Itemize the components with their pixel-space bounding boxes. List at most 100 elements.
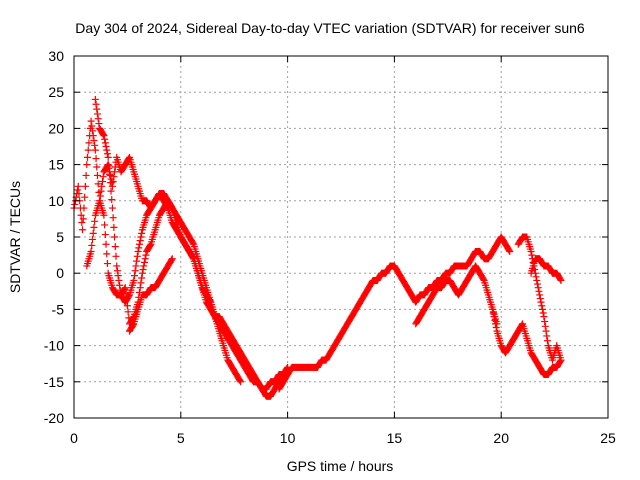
data-point-interp xyxy=(111,243,119,251)
data-point-interp xyxy=(96,192,104,200)
data-point-interp xyxy=(103,146,111,154)
data-point-interp xyxy=(79,215,87,223)
data-point-interp xyxy=(88,241,96,249)
data-point-interp xyxy=(89,132,97,140)
data-point-interp xyxy=(528,251,536,259)
data-point-interp xyxy=(113,267,121,275)
data-point-interp xyxy=(94,115,102,123)
data-point-interp xyxy=(491,316,499,324)
data-point xyxy=(557,276,565,284)
data-point-interp xyxy=(533,276,541,284)
data-point-interp xyxy=(78,219,86,227)
data-point xyxy=(168,255,176,263)
data-point-interp xyxy=(89,229,97,237)
data-point-interp xyxy=(101,135,109,143)
data-point-interp xyxy=(136,284,144,292)
data-point xyxy=(506,247,514,255)
data-point-interp xyxy=(111,233,119,241)
data-point-interp xyxy=(110,223,118,231)
series-track-f xyxy=(412,262,501,328)
data-point xyxy=(108,204,116,212)
y-tick-label: 10 xyxy=(48,193,64,209)
data-point-interp xyxy=(541,317,549,325)
data-point-interp xyxy=(98,182,106,190)
data-point-interp xyxy=(131,267,139,275)
data-point-interp xyxy=(123,302,131,310)
y-tick-label: 5 xyxy=(56,229,64,245)
data-point xyxy=(108,182,116,190)
data-point-interp xyxy=(91,217,99,225)
data-point-interp xyxy=(95,120,103,128)
data-point-interp xyxy=(133,252,141,260)
data-point-interp xyxy=(479,275,487,283)
data-point-interp xyxy=(138,229,146,237)
data-point-interp xyxy=(92,100,100,108)
data-point xyxy=(489,305,497,313)
data-point-interp xyxy=(99,173,107,181)
data-point-interp xyxy=(146,241,154,249)
data-point xyxy=(91,146,99,154)
data-point-interp xyxy=(84,146,92,154)
data-point-interp xyxy=(537,298,545,306)
data-series xyxy=(70,95,565,400)
data-point-interp xyxy=(106,170,114,178)
data-point-interp xyxy=(115,276,123,284)
data-point-interp xyxy=(106,171,114,179)
data-point-interp xyxy=(101,139,109,147)
y-tick-label: -20 xyxy=(44,410,64,426)
data-point-interp xyxy=(236,377,244,385)
data-point-interp xyxy=(532,273,540,281)
data-point-interp xyxy=(538,302,546,310)
x-tick-label: 5 xyxy=(177,430,185,446)
data-point-interp xyxy=(136,237,144,245)
data-point-interp xyxy=(125,155,133,163)
data-point-interp xyxy=(101,231,109,239)
data-point-interp xyxy=(131,272,139,280)
data-point-interp xyxy=(82,171,90,179)
data-point-interp xyxy=(189,239,197,247)
x-axis-label: GPS time / hours xyxy=(287,458,394,474)
data-point-interp xyxy=(94,180,102,188)
data-point-interp xyxy=(97,187,105,195)
data-point-interp xyxy=(206,297,214,305)
data-point-interp xyxy=(535,287,543,295)
data-point-interp xyxy=(189,254,197,262)
series-track-d xyxy=(126,255,176,335)
data-point xyxy=(130,276,138,284)
data-point-interp xyxy=(90,136,98,144)
data-point-interp xyxy=(137,233,145,241)
data-point-interp xyxy=(114,272,122,280)
data-point xyxy=(134,247,142,255)
data-point-interp xyxy=(71,200,79,208)
data-point xyxy=(104,153,112,161)
data-point-interp xyxy=(518,321,526,329)
data-point-interp xyxy=(105,162,113,170)
data-point-interp xyxy=(103,150,111,158)
data-point-interp xyxy=(107,187,115,195)
data-point-interp xyxy=(103,260,111,268)
data-point xyxy=(237,378,245,386)
data-point-interp xyxy=(111,168,119,176)
chart-title: Day 304 of 2024, Sidereal Day-to-day VTE… xyxy=(75,20,585,36)
data-point-interp xyxy=(75,190,83,198)
data-point-interp xyxy=(93,171,101,179)
y-tick-label: -10 xyxy=(44,338,64,354)
y-tick-label: -5 xyxy=(52,301,65,317)
data-point-interp xyxy=(138,274,146,282)
x-tick-label: 10 xyxy=(280,430,296,446)
data-point-interp xyxy=(85,139,93,147)
data-point-interp xyxy=(80,204,88,212)
data-point-interp xyxy=(106,179,114,187)
data-point-interp xyxy=(124,308,132,316)
data-point-interp xyxy=(81,193,89,201)
data-point-interp xyxy=(90,223,98,231)
data-point xyxy=(138,269,146,277)
data-point-interp xyxy=(123,296,131,304)
data-point-interp xyxy=(536,295,544,303)
data-point-interp xyxy=(489,309,497,317)
data-point-interp xyxy=(137,279,145,287)
y-tick-label: 25 xyxy=(48,84,64,100)
data-point-interp xyxy=(122,290,130,298)
data-point-interp xyxy=(77,211,85,219)
y-tick-label: -15 xyxy=(44,374,64,390)
